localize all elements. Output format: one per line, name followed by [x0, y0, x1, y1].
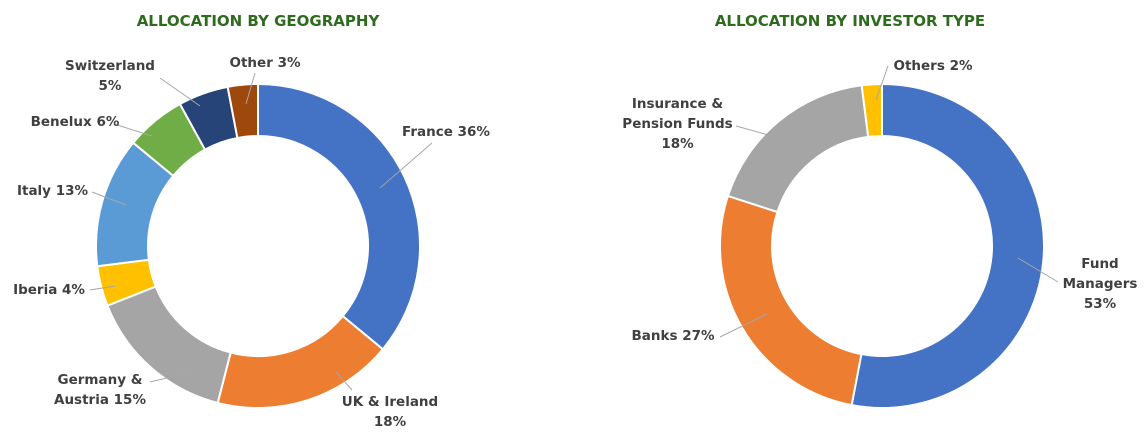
- data-label: Insurance & Pension Funds 18%: [620, 94, 735, 154]
- value-label: 15%: [113, 392, 146, 408]
- category-name: Other: [229, 55, 273, 71]
- leader-line: [379, 142, 433, 189]
- leader-line: [159, 77, 201, 107]
- category-name: Fund Managers: [1062, 256, 1138, 292]
- leader-line: [719, 313, 768, 338]
- value-label: 53%: [1083, 296, 1117, 312]
- value-label: 27%: [682, 328, 715, 344]
- donut-slice: [719, 194, 863, 407]
- leader-line: [735, 125, 773, 137]
- leader-line: [89, 285, 116, 291]
- chart-title: ALLOCATION BY INVESTOR TYPE: [714, 12, 986, 30]
- leader-line: [335, 371, 353, 391]
- category-name: Italy: [16, 183, 51, 199]
- category-name: Banks: [631, 328, 678, 344]
- value-label: 13%: [55, 183, 89, 199]
- value-label: 2%: [949, 58, 973, 74]
- data-label: France 36%: [396, 122, 496, 142]
- value-label: 5%: [98, 78, 122, 94]
- value-label: 4%: [62, 282, 85, 298]
- chart-title: ALLOCATION BY GEOGRAPHY: [136, 12, 380, 30]
- data-label: UK & Ireland 18%: [340, 392, 440, 432]
- data-label: Other 3%: [220, 53, 310, 73]
- category-name: Iberia: [13, 282, 58, 298]
- category-name: France: [402, 124, 453, 140]
- leader-line: [149, 371, 193, 383]
- donut-slice: [850, 82, 1045, 409]
- category-name: Others: [893, 58, 945, 74]
- category-name: Benelux: [30, 114, 92, 130]
- category-name: UK & Ireland: [341, 394, 439, 410]
- leader-line: [245, 72, 256, 105]
- donut-slice: [726, 84, 870, 214]
- data-label: Fund Managers 53%: [1046, 254, 1147, 314]
- category-name: Switzerland: [65, 58, 155, 74]
- data-label: Switzerland 5%: [55, 56, 165, 96]
- data-label: Others 2%: [888, 56, 978, 76]
- donut-slice: [257, 82, 421, 351]
- value-label: 36%: [457, 124, 490, 140]
- value-label: 18%: [373, 414, 407, 430]
- leader-line: [1017, 257, 1059, 283]
- leader-line: [113, 123, 153, 137]
- category-name: Germany & Austria: [54, 372, 143, 408]
- value-label: 3%: [277, 55, 301, 71]
- donut-slice: [226, 82, 259, 140]
- leader-line: [875, 65, 889, 101]
- value-label: 18%: [661, 136, 694, 152]
- category-name: Insurance & Pension Funds: [622, 96, 733, 132]
- data-label: Germany & Austria 15%: [40, 370, 160, 410]
- leader-line: [91, 191, 127, 206]
- data-label: Benelux 6%: [30, 112, 120, 132]
- data-label: Banks 27%: [618, 326, 728, 346]
- data-label: Iberia 4%: [4, 280, 94, 300]
- value-label: 6%: [96, 114, 120, 130]
- data-label: Italy 13%: [10, 181, 95, 201]
